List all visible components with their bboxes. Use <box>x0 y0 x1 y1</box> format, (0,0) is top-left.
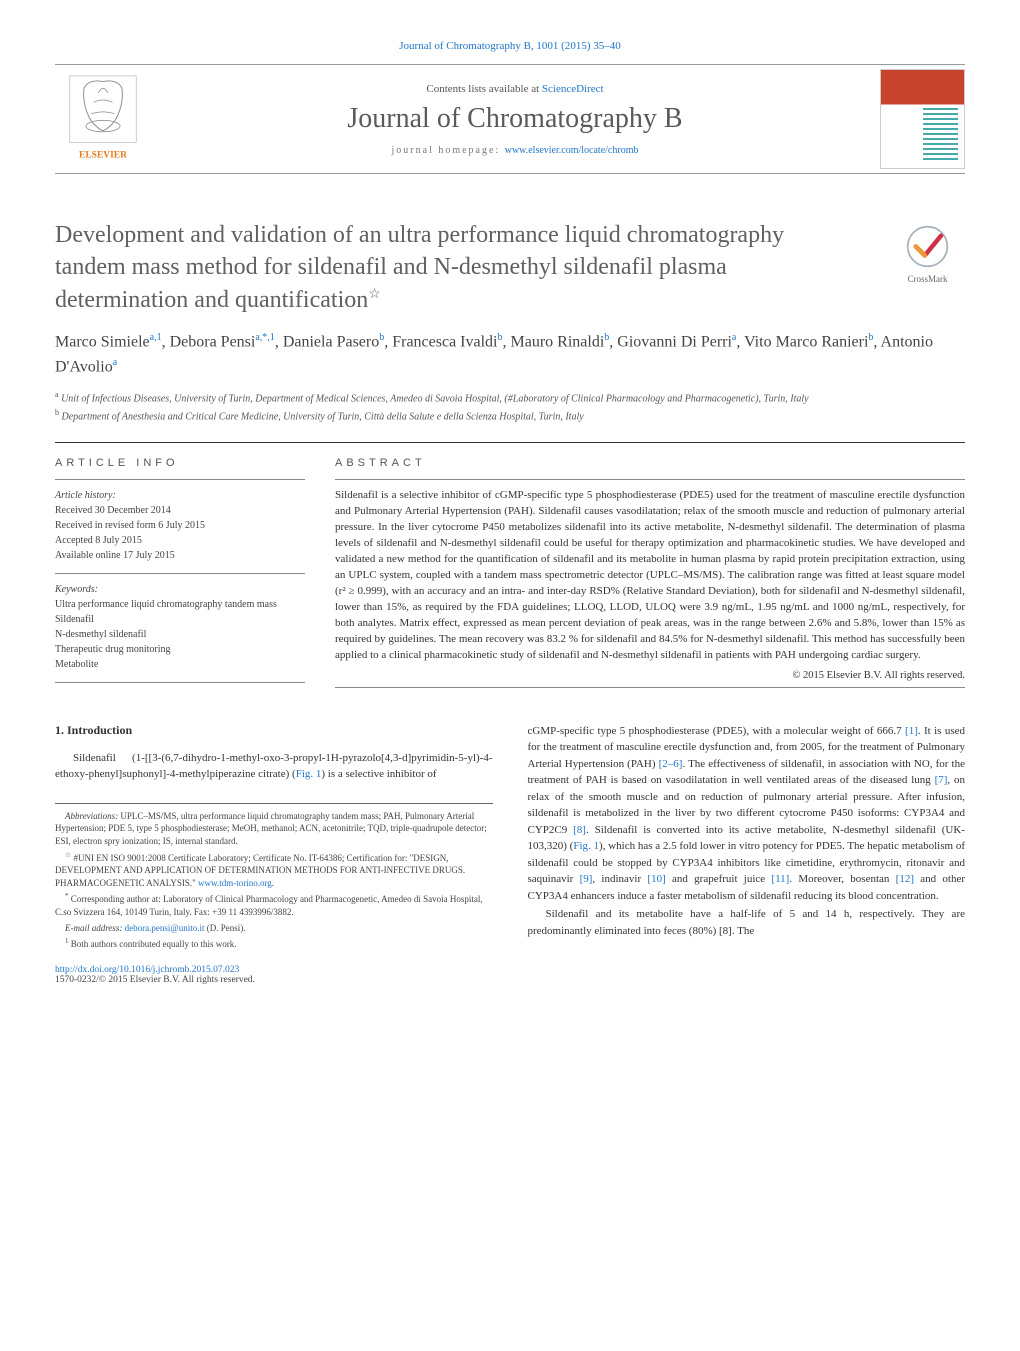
elsevier-logo: ELSEVIER <box>55 72 150 167</box>
abstract-copyright: © 2015 Elsevier B.V. All rights reserved… <box>335 670 965 681</box>
footnote-equal-contribution: 1 Both authors contributed equally to th… <box>55 937 493 951</box>
history-line: Received in revised form 6 July 2015 <box>55 518 305 533</box>
citation-ref[interactable]: [10] <box>647 873 665 885</box>
homepage-link[interactable]: www.elsevier.com/locate/chromb <box>505 145 639 156</box>
history-line: Received 30 December 2014 <box>55 503 305 518</box>
affiliation-line: b Department of Anesthesia and Critical … <box>55 407 965 425</box>
citation-ref[interactable]: [8] <box>573 824 586 836</box>
keyword-line: Ultra performance liquid chromatography … <box>55 597 305 612</box>
citation-ref[interactable]: [1] <box>905 725 918 737</box>
footnote-email: E-mail address: debora.pensi@unito.it (D… <box>55 922 493 935</box>
divider <box>335 479 965 480</box>
doi-block: http://dx.doi.org/10.1016/j.jchromb.2015… <box>55 965 493 985</box>
homepage-line: journal homepage: www.elsevier.com/locat… <box>150 145 880 156</box>
authors-list: Marco Simielea,1, Debora Pensia,*,1, Dan… <box>55 330 965 379</box>
history-line: Available online 17 July 2015 <box>55 548 305 563</box>
journal-name: Journal of Chromatography B <box>150 103 880 135</box>
citation-ref[interactable]: [11] <box>771 873 789 885</box>
affiliations: a Unit of Infectious Diseases, Universit… <box>55 389 965 425</box>
figure-link[interactable]: Fig. 1 <box>296 768 322 780</box>
sciencedirect-link[interactable]: ScienceDirect <box>542 83 604 95</box>
journal-cover-thumbnail <box>880 69 965 169</box>
divider <box>335 687 965 688</box>
svg-text:ELSEVIER: ELSEVIER <box>79 150 127 160</box>
contents-line: Contents lists available at ScienceDirec… <box>150 83 880 95</box>
journal-header: ELSEVIER Contents lists available at Sci… <box>55 64 965 174</box>
abstract-heading: abstract <box>335 457 965 469</box>
divider <box>55 573 305 574</box>
footnote-star: ☆ #UNI EN ISO 9001:2008 Certificate Labo… <box>55 851 493 890</box>
crossmark-label: CrossMark <box>890 274 965 284</box>
doi-link[interactable]: http://dx.doi.org/10.1016/j.jchromb.2015… <box>55 965 239 975</box>
footnote-abbreviations: Abbreviations: UPLC–MS/MS, ultra perform… <box>55 810 493 848</box>
citation-ref[interactable]: [7] <box>935 774 948 786</box>
affiliation-line: a Unit of Infectious Diseases, Universit… <box>55 389 965 407</box>
footnotes: Abbreviations: UPLC–MS/MS, ultra perform… <box>55 803 493 951</box>
citation-ref[interactable]: [12] <box>896 873 914 885</box>
figure-link[interactable]: Fig. 1 <box>573 840 599 852</box>
article-history: Article history: Received 30 December 20… <box>55 488 305 563</box>
issn-copyright: 1570-0232/© 2015 Elsevier B.V. All right… <box>55 975 255 985</box>
title-footnote-star: ☆ <box>368 287 381 302</box>
top-citation: Journal of Chromatography B, 1001 (2015)… <box>55 40 965 52</box>
citation-link[interactable]: Journal of Chromatography B, 1001 (2015)… <box>399 40 621 52</box>
intro-para-1: Sildenafil (1-[[3-(6,7-dihydro-1-methyl-… <box>55 750 493 783</box>
keyword-line: N-desmethyl sildenafil <box>55 627 305 642</box>
intro-para-col2-1: cGMP-specific type 5 phosphodiesterase (… <box>528 723 966 905</box>
footnote-corresponding: * Corresponding author at: Laboratory of… <box>55 892 493 918</box>
footnote-link[interactable]: www.tdm-torino.org <box>198 878 272 888</box>
keyword-line: Therapeutic drug monitoring <box>55 642 305 657</box>
citation-ref[interactable]: [9] <box>580 873 593 885</box>
keyword-line: Sildenafil <box>55 612 305 627</box>
keywords: Keywords: Ultra performance liquid chrom… <box>55 582 305 672</box>
intro-para-col2-2: Sildenafil and its metabolite have a hal… <box>528 906 966 939</box>
section-heading-intro: 1. Introduction <box>55 723 493 738</box>
article-info-heading: article info <box>55 457 305 469</box>
divider <box>55 682 305 683</box>
divider <box>55 479 305 480</box>
article-title: Development and validation of an ultra p… <box>55 219 845 316</box>
keyword-line: Metabolite <box>55 657 305 672</box>
email-link[interactable]: debora.pensi@unito.it <box>125 923 205 933</box>
citation-ref[interactable]: [2–6] <box>659 758 683 770</box>
history-line: Accepted 8 July 2015 <box>55 533 305 548</box>
crossmark-badge[interactable]: CrossMark <box>890 224 965 284</box>
abstract-text: Sildenafil is a selective inhibitor of c… <box>335 488 965 663</box>
